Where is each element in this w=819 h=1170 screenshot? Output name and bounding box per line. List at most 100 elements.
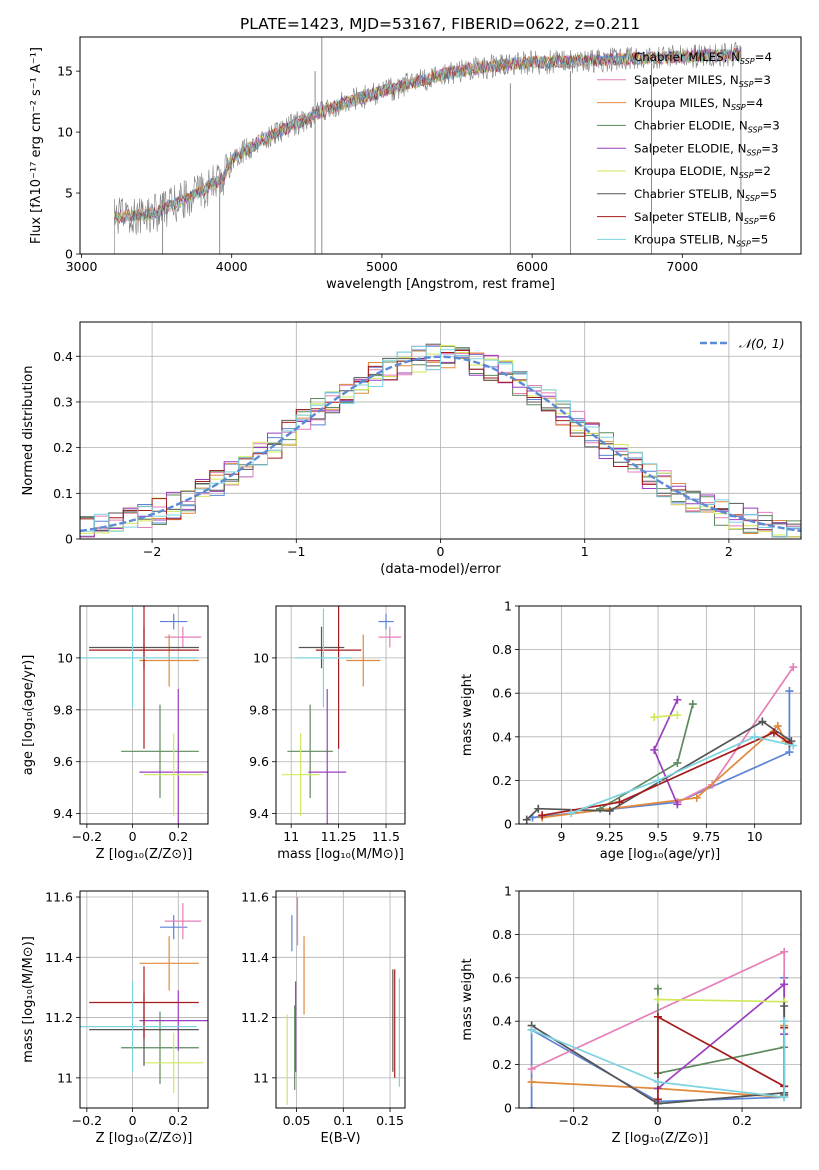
model-fit-chabrier-stelib xyxy=(114,47,741,223)
x-tick-label: 0.1 xyxy=(333,1113,353,1128)
axes-frame: 11 11.25 11.5 9.4 9.6 9.8 10 mass [log₁₀(M/M⊙)] xyxy=(249,605,406,862)
y-tick-label: 0.4 xyxy=(492,729,512,744)
series-marker xyxy=(673,695,682,704)
y-axis-label: Normed distribution xyxy=(21,366,36,496)
series-line xyxy=(570,735,794,814)
legend-suffix: =6 xyxy=(759,210,776,224)
x-tick-label: −0.2 xyxy=(559,1113,589,1128)
legend-label: Salpeter STELIB, NSSP=6 xyxy=(634,210,776,226)
plot-area xyxy=(286,897,400,1105)
y-tick-label: 11.2 xyxy=(241,1010,269,1025)
series-marker xyxy=(780,1017,789,1026)
plot-area xyxy=(80,903,208,1093)
series-marker xyxy=(653,1095,662,1104)
errorbar-salpeter-stelib xyxy=(89,966,199,1039)
plot-area xyxy=(80,343,801,539)
errorbar-chabrier-miles xyxy=(378,613,394,630)
legend-subscript: SSP xyxy=(745,194,760,203)
series-marker xyxy=(785,748,794,757)
y-tick-label: 9.8 xyxy=(249,702,269,717)
series-marker xyxy=(692,793,701,802)
y-tick-label: 9.4 xyxy=(53,806,73,821)
y-tick-label: 0 xyxy=(504,817,512,832)
figure-title: PLATE=1423, MJD=53167, FIBERID=0622, z=0… xyxy=(240,15,640,33)
series-marker xyxy=(769,728,778,737)
errorbar-kroupa-elodie xyxy=(281,733,320,817)
series-chabrier-miles xyxy=(528,687,794,822)
axes-border xyxy=(275,605,406,825)
axes-frame: −0.2 0 0.2 0 0.2 0.4 0.6 0.8 1 Z [log₁₀(Z/Z⊙)] mas… xyxy=(460,884,802,1146)
errorbar-salpeter-miles xyxy=(164,903,202,940)
y-tick-label: 10 xyxy=(57,650,73,665)
legend-label: 𝒩(0, 1) xyxy=(739,336,785,351)
x-tick-label: 6000 xyxy=(516,259,548,274)
x-tick-label: −2 xyxy=(143,544,161,559)
y-axis-label: mass weight xyxy=(460,674,475,756)
plot-area xyxy=(281,606,402,824)
x-tick-label: 9 xyxy=(558,829,566,844)
series-marker xyxy=(780,980,789,989)
series-marker xyxy=(567,809,576,818)
y-tick-label: 11 xyxy=(57,1070,73,1085)
errorbar-kroupa-stelib xyxy=(294,608,352,708)
series-marker xyxy=(527,1104,536,1108)
y-axis-label: age [log₁₀(age/yr)] xyxy=(21,655,36,776)
y-tick-label: 11.4 xyxy=(241,950,269,965)
legend-subscript: SSP xyxy=(731,103,746,112)
axes-frame: −0.2 0 0.2 9.4 9.6 9.8 10 Z [log₁₀(Z/Z⊙)] age [l… xyxy=(21,605,209,862)
plot-area xyxy=(527,947,789,1108)
x-tick-label: 4000 xyxy=(216,259,248,274)
series-line xyxy=(531,1021,786,1099)
x-tick-label: 7000 xyxy=(666,259,698,274)
x-tick-label: 0.2 xyxy=(168,1113,188,1128)
legend-suffix: =4 xyxy=(755,50,772,64)
errorbar-salpeter-miles xyxy=(378,626,402,648)
legend-subscript: SSP xyxy=(744,217,759,226)
plot-area xyxy=(80,606,208,824)
series-marker xyxy=(785,687,794,696)
x-axis-label: (data-model)/error xyxy=(380,562,501,577)
x-axis-label: Z [log₁₀(Z/Z⊙)] xyxy=(96,1131,193,1146)
errorbar-chabrier-miles xyxy=(160,613,188,630)
axes-border xyxy=(518,605,802,825)
x-tick-label: 3000 xyxy=(66,259,98,274)
x-tick-label: 9.75 xyxy=(692,829,720,844)
x-tick-label: 0 xyxy=(129,1113,137,1128)
y-tick-label: 1 xyxy=(504,599,512,614)
plot-area xyxy=(522,663,798,824)
legend-suffix: =3 xyxy=(761,141,778,155)
plot-area xyxy=(114,37,742,254)
errorbar-kroupa-elodie xyxy=(144,733,204,817)
series-marker xyxy=(673,758,682,767)
legend-label: Chabrier STELIB, NSSP=5 xyxy=(634,187,777,203)
series-marker xyxy=(615,798,624,807)
legend-text: Kroupa ELODIE, N xyxy=(634,164,739,178)
y-tick-label: 11.6 xyxy=(241,890,269,905)
legend-label: Kroupa ELODIE, NSSP=2 xyxy=(634,164,771,180)
series-kroupa-elodie xyxy=(653,995,789,1006)
series-marker xyxy=(527,1064,536,1073)
x-tick-label: 0.05 xyxy=(283,1113,311,1128)
x-tick-label: 5000 xyxy=(366,259,398,274)
panel-mass-vs-Z: −0.2 0 0.2 11 11.2 11.4 11.6 Z [log₁₀(Z/Z⊙)] mas… xyxy=(21,890,209,1146)
legend-text: Salpeter MILES, N xyxy=(634,73,739,87)
legend-subscript: SSP xyxy=(736,240,751,249)
errorbar-salpeter-miles xyxy=(164,626,202,648)
series-marker xyxy=(522,815,531,824)
legend-text: Salpeter STELIB, N xyxy=(634,210,744,224)
panel-mass-vs-EBV: 0.05 0.1 0.15 11 11.2 11.4 11.6 E(B-V) xyxy=(241,890,406,1146)
series-marker xyxy=(527,1025,536,1034)
legend-suffix: =4 xyxy=(746,96,763,110)
axes-border xyxy=(79,890,209,1109)
legend-label: Chabrier ELODIE, NSSP=3 xyxy=(634,119,780,135)
legend-label: Chabrier MILES, NSSP=4 xyxy=(634,50,772,66)
y-tick-label: 9.6 xyxy=(249,754,269,769)
series-marker xyxy=(653,995,662,1004)
y-tick-label: 10 xyxy=(57,125,73,140)
panel-residuals: −2 −1 0 1 2 0 0.1 0.2 0.3 0.4 (data-model)/error No… xyxy=(21,321,802,577)
series-salpeter-elodie xyxy=(653,980,789,1093)
series-marker xyxy=(653,984,662,993)
axes-frame: 9 9.25 9.5 9.75 10 0 0.2 0.4 0.6 0.8 1 age [log₁₀(a… xyxy=(460,599,802,862)
gaussian-curve xyxy=(80,355,801,533)
y-tick-label: 0.2 xyxy=(492,1057,512,1072)
